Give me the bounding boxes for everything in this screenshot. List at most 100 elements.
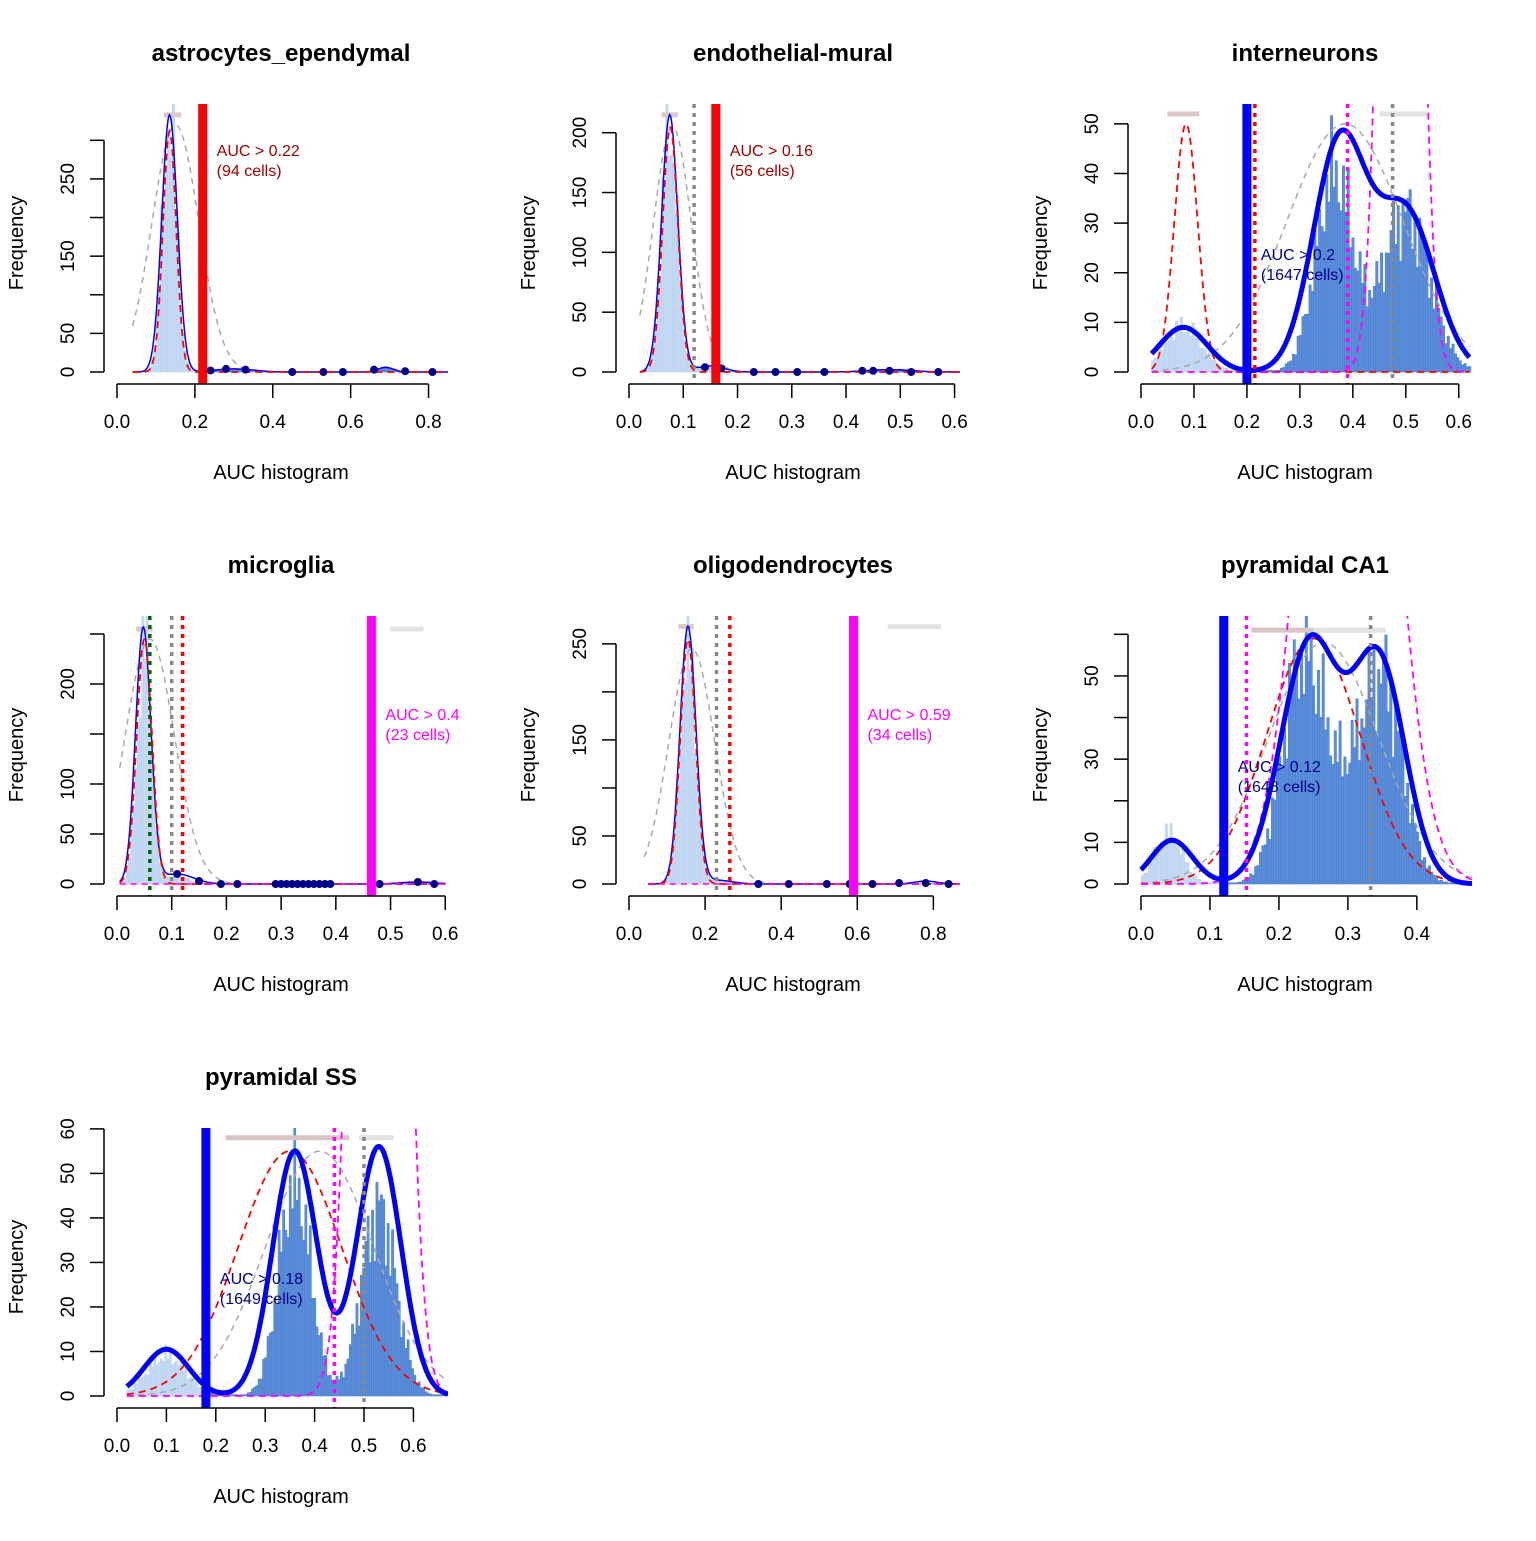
histogram-bar <box>198 1388 200 1396</box>
threshold-cells-text: (1647 cells) <box>1261 267 1344 284</box>
plot-area <box>127 1048 449 1408</box>
histogram-bar <box>231 1395 233 1396</box>
histogram-bar <box>159 863 161 884</box>
histogram-bar <box>420 1388 422 1396</box>
x-tick-label: 0.2 <box>182 412 208 433</box>
histogram-bar <box>391 1230 393 1396</box>
x-tick-label: 0.2 <box>1266 924 1292 945</box>
panel-title: oligodendrocytes <box>693 552 893 579</box>
histogram-bar <box>1382 661 1384 884</box>
histogram-bar <box>149 1361 151 1396</box>
x-tick-label: 0.0 <box>616 412 642 433</box>
histogram-bar <box>1299 335 1301 372</box>
x-tick-label: 0.3 <box>252 1436 278 1457</box>
x-tick-label: 0.5 <box>377 924 403 945</box>
histogram-bar <box>1357 271 1359 372</box>
histogram-bar <box>136 1384 138 1396</box>
y-tick-label: 50 <box>58 823 79 844</box>
histogram-bar <box>349 1344 351 1396</box>
histogram-bar <box>688 359 690 372</box>
histogram-bar <box>1283 728 1285 884</box>
panel-title: pyramidal SS <box>205 1064 357 1091</box>
y-axis-label: Frequency <box>6 196 28 291</box>
histogram-bar <box>305 1205 307 1396</box>
y-tick-label: 50 <box>1082 113 1103 134</box>
plot-area <box>120 599 446 896</box>
histogram-bar <box>140 1379 142 1396</box>
histogram-bar <box>1402 203 1404 372</box>
threshold-cells-text: (23 cells) <box>385 727 450 744</box>
histogram-bar <box>1240 882 1242 884</box>
x-tick-label: 0.5 <box>351 1436 377 1457</box>
histogram-bar <box>338 1380 340 1396</box>
histogram-bar <box>1448 883 1450 884</box>
histogram-bar <box>1230 883 1232 884</box>
histogram-bar <box>1390 677 1392 884</box>
y-axis-label: Frequency <box>518 708 540 803</box>
histogram-bar <box>170 157 172 372</box>
data-point <box>934 368 942 376</box>
histogram-bar <box>369 1263 371 1396</box>
histogram-bar <box>416 1384 418 1396</box>
histogram-bar <box>1397 731 1399 884</box>
histogram-bar <box>1354 268 1356 372</box>
histogram-bar <box>1341 777 1343 884</box>
y-tick-label: 250 <box>58 163 79 195</box>
histogram-bar <box>1414 823 1416 884</box>
y-tick-label: 50 <box>58 1163 79 1184</box>
histogram-bar <box>142 1377 144 1396</box>
density-curve <box>644 649 819 884</box>
histogram-bar <box>680 739 682 884</box>
histogram-bar <box>1161 351 1163 372</box>
data-point <box>868 880 876 888</box>
x-tick-label: 0.0 <box>1128 924 1154 945</box>
threshold-label: AUC > 0.22(94 cells) <box>217 143 300 180</box>
histogram-bar <box>1423 245 1425 372</box>
data-point <box>319 368 327 376</box>
panel-title: astrocytes_ependymal <box>152 40 411 67</box>
histogram-bar <box>147 1375 149 1396</box>
histogram-bar <box>162 1361 164 1396</box>
y-tick-label: 60 <box>58 1118 79 1139</box>
histogram-bar <box>1286 759 1288 884</box>
histogram-bar <box>345 1364 347 1396</box>
x-tick-label: 0.6 <box>337 412 363 433</box>
histogram-bar <box>438 1395 440 1396</box>
histogram-bar <box>1254 867 1256 884</box>
data-point <box>430 880 438 888</box>
histogram-bar <box>171 1365 173 1396</box>
x-tick-label: 0.8 <box>920 924 946 945</box>
histogram-bar <box>1445 882 1447 884</box>
histogram-bar <box>1317 670 1319 884</box>
histogram-bar <box>1216 883 1218 884</box>
histogram-bar <box>666 878 668 884</box>
histogram-bar <box>1178 331 1180 372</box>
y-tick-label: 50 <box>570 302 591 323</box>
data-point <box>242 366 250 374</box>
histogram-bar <box>1409 190 1411 372</box>
histogram-bar <box>1304 314 1306 372</box>
data-point <box>195 877 203 885</box>
threshold-cells-text: (94 cells) <box>217 163 282 180</box>
histogram-bar <box>145 1374 147 1396</box>
histogram-bar <box>1457 358 1459 372</box>
histogram-bar <box>1250 874 1252 884</box>
histogram-bar <box>294 1119 296 1396</box>
histogram-bar <box>1366 307 1368 372</box>
x-tick-label: 0.6 <box>941 412 967 433</box>
histogram-bar <box>1171 337 1173 372</box>
histogram-bar <box>356 1303 358 1396</box>
histogram-bar <box>303 1240 305 1396</box>
data-point <box>701 363 709 371</box>
threshold-cells-text: (1648 cells) <box>1238 779 1321 796</box>
histogram-bar <box>1399 733 1401 884</box>
histogram-bar <box>400 1337 402 1396</box>
y-tick-label: 50 <box>570 825 591 846</box>
y-axis-label: Frequency <box>1030 708 1052 803</box>
histogram-bar <box>664 184 666 372</box>
histogram-bar <box>1155 851 1157 884</box>
histogram-bar <box>1295 355 1297 372</box>
threshold-label-text: AUC > 0.16 <box>730 143 813 160</box>
histogram-bar <box>1190 336 1192 372</box>
